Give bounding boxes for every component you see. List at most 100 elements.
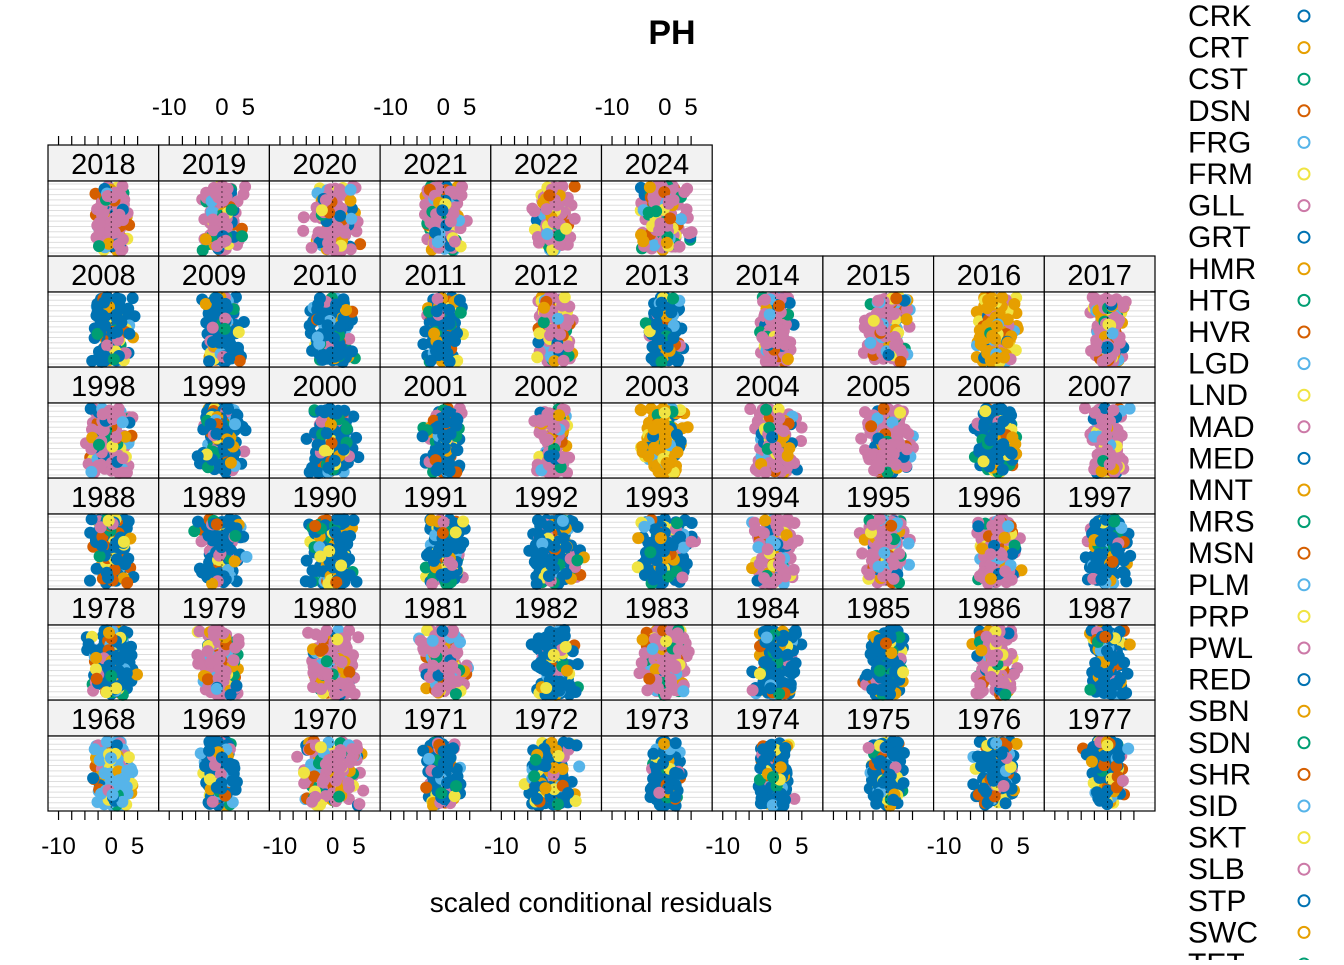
panel-1981: 1981 (380, 589, 491, 700)
data-point (1094, 795, 1106, 807)
data-point (540, 682, 552, 694)
data-point (420, 782, 432, 794)
data-point (310, 565, 322, 577)
data-point (985, 548, 997, 560)
data-point (229, 555, 241, 567)
data-point (1114, 674, 1126, 686)
data-point (309, 520, 321, 532)
data-point (1117, 775, 1129, 787)
data-point (670, 737, 682, 749)
data-point (999, 532, 1011, 544)
data-point (322, 668, 334, 680)
data-point (344, 682, 356, 694)
panel-1988: 1988 (48, 478, 159, 589)
data-point (426, 550, 438, 562)
data-point (1006, 548, 1018, 560)
data-point (101, 567, 113, 579)
strip-label-1978: 1978 (71, 593, 136, 625)
panel-1985: 1985 (823, 589, 934, 701)
data-point (658, 738, 670, 750)
data-point (113, 654, 125, 666)
data-point (523, 545, 535, 557)
data-point (343, 782, 355, 794)
data-point (759, 515, 771, 527)
data-point (672, 627, 684, 639)
data-point (91, 673, 103, 685)
data-point (427, 635, 439, 647)
data-point (773, 669, 785, 681)
data-point (985, 573, 997, 585)
panel-1980: 1980 (269, 589, 380, 701)
panel-1983: 1983 (602, 589, 713, 701)
data-point (315, 741, 327, 753)
data-point (103, 515, 115, 527)
data-point (677, 685, 689, 697)
data-point (863, 569, 875, 581)
data-point (557, 515, 569, 527)
data-point (552, 798, 564, 810)
data-point (644, 546, 656, 558)
data-point (531, 578, 543, 590)
data-point (123, 751, 135, 763)
data-point (1099, 631, 1111, 643)
data-point (122, 553, 134, 565)
data-point (669, 767, 681, 779)
data-point (573, 761, 585, 773)
strip-label-1979: 1979 (182, 593, 247, 625)
data-point (754, 668, 766, 680)
data-point (352, 631, 364, 643)
data-point (757, 743, 769, 755)
data-point (227, 775, 239, 787)
data-point (217, 627, 229, 639)
data-point (747, 684, 759, 696)
data-point (643, 673, 655, 685)
data-point (993, 676, 1005, 688)
data-point (225, 689, 237, 701)
data-point (437, 527, 449, 539)
data-point (446, 559, 458, 571)
data-point (872, 789, 884, 801)
data-point (121, 667, 133, 679)
chart-title: PH (648, 14, 695, 52)
data-point (975, 645, 987, 657)
data-point (192, 516, 204, 528)
data-point (974, 679, 986, 691)
data-point (665, 673, 677, 685)
data-point (1124, 639, 1136, 651)
data-point (669, 660, 681, 672)
data-point (335, 560, 347, 572)
panel-1997: 1997 (1044, 478, 1155, 589)
data-point (873, 561, 885, 573)
data-point (562, 787, 574, 799)
strip-label-1989: 1989 (182, 482, 247, 514)
data-point (415, 635, 427, 647)
data-point (978, 783, 990, 795)
strip-label-1980: 1980 (292, 593, 357, 625)
data-point (560, 541, 572, 553)
data-point (660, 635, 672, 647)
data-point (298, 777, 310, 789)
panel-1975: 1975 (823, 700, 934, 812)
data-point (333, 769, 345, 781)
data-point (996, 748, 1008, 760)
data-point (655, 532, 667, 544)
data-point (758, 754, 770, 766)
data-point (967, 778, 979, 790)
data-point (446, 660, 458, 672)
data-point (215, 783, 227, 795)
data-point (673, 644, 685, 656)
data-point (637, 634, 649, 646)
data-point (676, 572, 688, 584)
panel-1994: 1994 (712, 478, 823, 590)
data-point (526, 638, 538, 650)
data-point (229, 530, 241, 542)
data-point (228, 654, 240, 666)
data-point (540, 782, 552, 794)
data-point (229, 642, 241, 654)
data-point (336, 656, 348, 668)
data-point (749, 525, 761, 537)
data-point (451, 647, 463, 659)
